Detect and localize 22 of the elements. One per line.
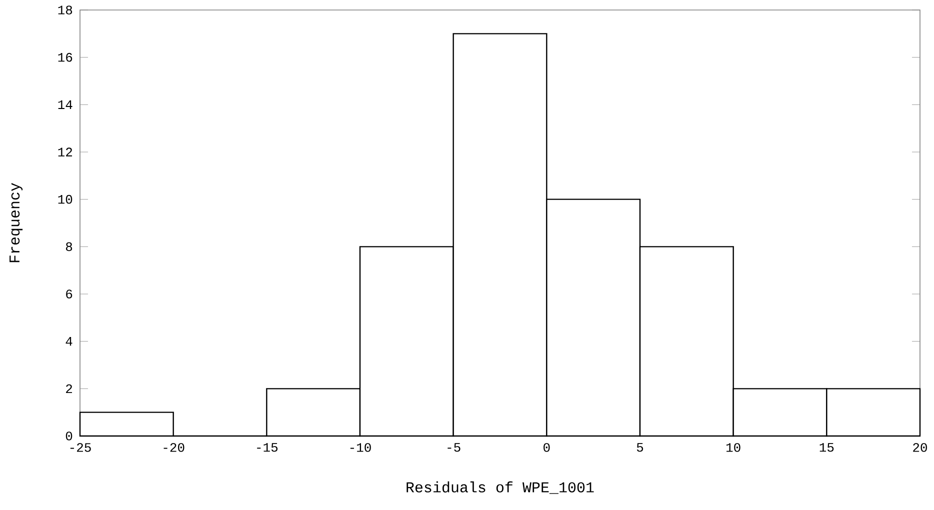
y-tick-label: 2 [66, 384, 72, 394]
y-tick-label: 16 [58, 52, 72, 62]
y-tick-label: 6 [66, 290, 72, 298]
x-tick-label: -15 [257, 443, 278, 452]
x-tick-label: 15 [820, 443, 834, 452]
x-tick-label: 0 [544, 443, 550, 452]
x-tick-label: -5 [448, 443, 460, 452]
y-tick-label: 8 [66, 242, 72, 252]
y-tick-label: 12 [58, 148, 72, 156]
x-tick-label: -10 [350, 443, 371, 452]
y-tick-label: 0 [66, 432, 72, 440]
y-tick-label: 4 [66, 337, 72, 346]
x-tick-label: -25 [70, 443, 91, 452]
x-tick-label: 10 [726, 443, 740, 452]
y-tick-label: 14 [58, 100, 72, 109]
y-tick-label: 10 [58, 194, 72, 204]
x-tick-label: 5 [636, 443, 644, 452]
x-tick-label: 20 [913, 443, 927, 452]
y-tick-label: 18 [58, 6, 72, 14]
x-axis-title: Residuals of WPE_1001 [406, 481, 594, 494]
x-tick-label: -20 [164, 443, 184, 452]
y-axis-title: Frequency [10, 183, 23, 262]
